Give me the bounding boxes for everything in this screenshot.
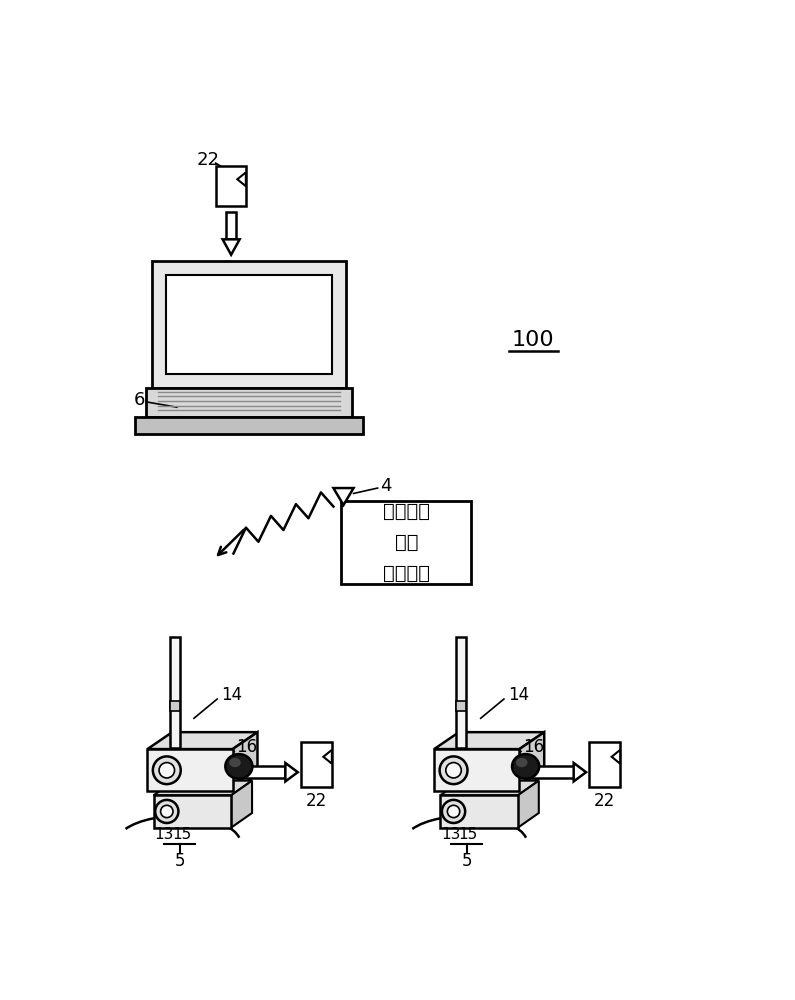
Polygon shape bbox=[238, 172, 246, 186]
Bar bbox=[456, 637, 467, 748]
Text: 5: 5 bbox=[461, 852, 472, 870]
Ellipse shape bbox=[159, 763, 175, 778]
Bar bbox=[440, 795, 518, 828]
Polygon shape bbox=[333, 488, 354, 505]
Ellipse shape bbox=[516, 758, 528, 767]
Bar bbox=[341, 501, 471, 584]
Bar bbox=[456, 701, 467, 711]
Bar bbox=[152, 261, 346, 388]
Ellipse shape bbox=[229, 758, 241, 767]
Bar bbox=[169, 701, 180, 711]
Bar bbox=[434, 749, 519, 791]
Bar bbox=[147, 749, 233, 791]
Text: 13: 13 bbox=[441, 827, 461, 842]
Bar bbox=[589, 742, 620, 787]
Polygon shape bbox=[233, 732, 258, 791]
Bar bbox=[145, 388, 352, 417]
Polygon shape bbox=[440, 781, 539, 795]
Ellipse shape bbox=[442, 800, 465, 823]
Bar bbox=[301, 742, 332, 787]
Polygon shape bbox=[518, 781, 539, 828]
Polygon shape bbox=[231, 781, 252, 828]
Ellipse shape bbox=[153, 756, 180, 784]
Text: 16: 16 bbox=[523, 738, 545, 756]
Ellipse shape bbox=[225, 754, 253, 779]
Polygon shape bbox=[519, 732, 545, 791]
Polygon shape bbox=[574, 763, 586, 781]
Text: 15: 15 bbox=[459, 827, 478, 842]
Text: 16: 16 bbox=[237, 738, 258, 756]
Polygon shape bbox=[223, 239, 239, 255]
Ellipse shape bbox=[161, 805, 173, 818]
Polygon shape bbox=[285, 763, 298, 781]
Ellipse shape bbox=[512, 754, 539, 779]
Ellipse shape bbox=[446, 763, 461, 778]
Polygon shape bbox=[434, 732, 545, 749]
Polygon shape bbox=[147, 732, 258, 749]
Polygon shape bbox=[611, 750, 620, 764]
Ellipse shape bbox=[440, 756, 467, 784]
Polygon shape bbox=[153, 781, 252, 795]
Text: 15: 15 bbox=[172, 827, 191, 842]
Text: 100: 100 bbox=[512, 330, 555, 350]
Bar bbox=[227, 212, 236, 239]
Text: 6: 6 bbox=[134, 391, 145, 409]
Bar bbox=[169, 637, 180, 748]
Text: 22: 22 bbox=[594, 792, 615, 810]
Text: 22: 22 bbox=[196, 151, 219, 169]
Bar bbox=[166, 275, 332, 374]
Text: 14: 14 bbox=[508, 686, 529, 704]
Bar bbox=[216, 166, 246, 206]
Text: 13: 13 bbox=[155, 827, 174, 842]
Text: 测定开始
指令
发送装置: 测定开始 指令 发送装置 bbox=[382, 502, 430, 583]
Bar bbox=[153, 795, 231, 828]
Polygon shape bbox=[324, 750, 332, 764]
Ellipse shape bbox=[155, 800, 178, 823]
Bar bbox=[135, 417, 363, 434]
Text: 14: 14 bbox=[221, 686, 242, 704]
Bar bbox=[525, 766, 574, 778]
Ellipse shape bbox=[448, 805, 460, 818]
Text: 4: 4 bbox=[380, 477, 392, 495]
Text: 22: 22 bbox=[306, 792, 327, 810]
Bar bbox=[238, 766, 285, 778]
Text: 5: 5 bbox=[175, 852, 185, 870]
